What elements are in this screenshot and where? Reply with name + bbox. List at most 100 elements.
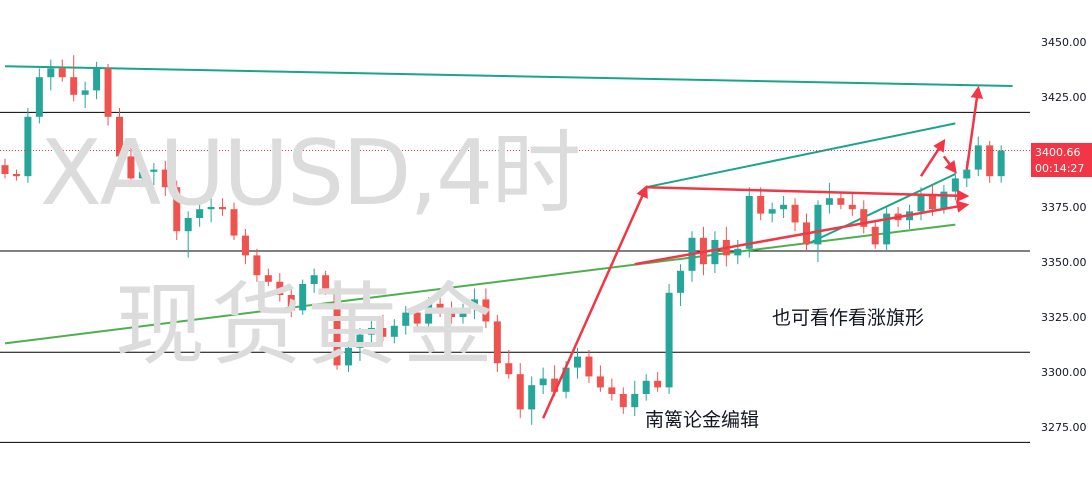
- bear-candle: [219, 207, 227, 210]
- bull-candle: [665, 292, 673, 388]
- trendline: [4, 223, 956, 345]
- bull-candle: [963, 169, 971, 179]
- bull-candle: [367, 328, 375, 335]
- bear-candle: [230, 209, 238, 236]
- bear-candle: [127, 156, 135, 179]
- bull-candle: [997, 150, 1005, 177]
- price-tick-label: 3375.00: [1041, 201, 1087, 214]
- price-tick-label: 3300.00: [1041, 366, 1087, 379]
- bear-candle: [493, 321, 501, 364]
- bear-candle: [608, 387, 616, 394]
- bear-candle: [928, 193, 936, 210]
- bear-candle: [253, 255, 261, 276]
- bull-candle: [940, 191, 948, 210]
- bull-candle: [150, 169, 158, 172]
- bear-candle: [619, 394, 627, 408]
- price-axis[interactable]: 3450.003425.003400.003375.003350.003325.…: [1030, 0, 1092, 473]
- current-price-label: 3400.66: [1035, 146, 1081, 159]
- bear-candle: [104, 68, 112, 117]
- bull-candle: [631, 394, 639, 408]
- bear-candle: [837, 198, 845, 205]
- bear-candle: [161, 169, 169, 188]
- trendline: [645, 122, 956, 189]
- price-tick-label: 3450.00: [1041, 36, 1087, 49]
- price-tick-label: 3350.00: [1041, 256, 1087, 269]
- trendline: [806, 173, 956, 246]
- bear-candle: [70, 77, 78, 95]
- bear-candle: [333, 288, 341, 366]
- bull-candle: [310, 275, 318, 284]
- bull-candle: [24, 116, 32, 177]
- bull-candle: [768, 209, 776, 214]
- bear-candle: [413, 312, 421, 324]
- bull-candle: [356, 334, 364, 348]
- bull-candle: [814, 204, 822, 245]
- red-arrow: [634, 200, 970, 266]
- price-tick-label: 3425.00: [1041, 91, 1087, 104]
- red-arrow: [965, 85, 984, 170]
- bear-candle: [276, 281, 284, 295]
- bear-candle: [322, 275, 330, 289]
- bear-candle: [448, 310, 456, 317]
- bull-candle: [677, 270, 685, 293]
- watermark-symbol: XAUUSD,4时: [40, 121, 581, 226]
- bear-candle: [287, 295, 295, 311]
- bull-candle: [184, 218, 192, 232]
- bull-candle: [299, 284, 307, 311]
- trendlines: [4, 65, 1013, 345]
- bear-candle: [848, 204, 856, 210]
- current-price-tag: 3400.66 00:14:27: [1031, 143, 1092, 177]
- bear-candle: [871, 226, 879, 245]
- bear-candle: [757, 196, 765, 214]
- bull-candle: [470, 299, 478, 309]
- bull-candle: [138, 171, 146, 179]
- bull-candle: [734, 248, 742, 256]
- bear-candle: [264, 275, 272, 282]
- price-tick-label: 3325.00: [1041, 311, 1087, 324]
- bull-candle: [35, 77, 43, 117]
- red-arrow: [942, 155, 957, 174]
- bull-candle: [528, 385, 536, 410]
- bear-candle: [551, 378, 559, 392]
- bull-candle: [974, 145, 982, 170]
- bull-candle: [93, 68, 101, 91]
- horizontal-levels: [0, 111, 1030, 443]
- red-arrow: [919, 138, 946, 177]
- bear-candle: [585, 356, 593, 377]
- bull-candle: [47, 68, 55, 78]
- bull-candle: [402, 312, 410, 326]
- bear-candle: [860, 209, 868, 227]
- flag-note-text: 也可看作看涨旗形: [772, 307, 925, 329]
- bull-candle: [711, 240, 719, 265]
- bear-candle: [482, 299, 490, 322]
- bull-candle: [574, 356, 581, 368]
- bear-candle: [58, 68, 66, 78]
- countdown-label: 00:14:27: [1035, 162, 1085, 175]
- bull-candle: [825, 198, 833, 205]
- bull-candle: [917, 193, 925, 212]
- red-arrow: [646, 185, 970, 202]
- bear-candle: [505, 363, 513, 375]
- bear-candle: [379, 328, 387, 337]
- price-tick-label: 3275.00: [1041, 421, 1087, 434]
- trendline: [4, 65, 1013, 87]
- bear-candle: [1, 165, 9, 174]
- bear-candle: [12, 174, 20, 177]
- bear-candle: [436, 303, 444, 311]
- bull-candle: [196, 209, 204, 218]
- bull-candle: [951, 178, 959, 192]
- watermark-name: 现货黄金: [115, 273, 499, 378]
- bull-candle: [390, 325, 398, 337]
- bear-candle: [986, 145, 994, 177]
- bull-candle: [562, 367, 570, 392]
- author-note-text: 南篱论金编辑: [645, 409, 760, 431]
- bull-candle: [539, 378, 547, 386]
- bull-candle: [780, 204, 788, 210]
- bull-candle: [425, 303, 433, 324]
- bull-candle: [459, 308, 467, 317]
- bull-candle: [642, 380, 650, 394]
- arrows: [542, 85, 984, 419]
- bear-candle: [654, 380, 662, 388]
- bear-candle: [791, 204, 799, 223]
